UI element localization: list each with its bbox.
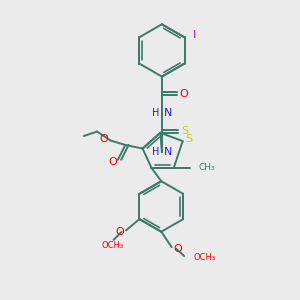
Text: S: S xyxy=(186,134,193,144)
Text: OCH₃: OCH₃ xyxy=(193,253,215,262)
Text: O: O xyxy=(115,227,124,237)
Text: CH₃: CH₃ xyxy=(198,163,215,172)
Text: N: N xyxy=(164,147,172,157)
Text: OCH₃: OCH₃ xyxy=(101,242,123,250)
Text: H: H xyxy=(152,147,159,157)
Text: N: N xyxy=(164,108,172,118)
Text: O: O xyxy=(179,88,188,98)
Text: S: S xyxy=(181,126,188,136)
Text: I: I xyxy=(193,30,197,40)
Text: O: O xyxy=(100,134,108,144)
Text: O: O xyxy=(174,244,183,254)
Text: O: O xyxy=(108,157,117,167)
Text: H: H xyxy=(152,108,159,118)
